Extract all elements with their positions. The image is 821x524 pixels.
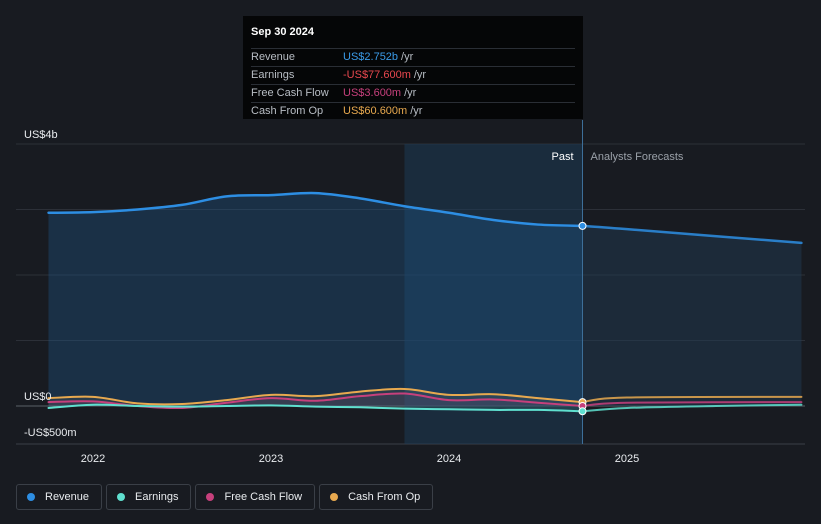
earnings-point [578, 407, 587, 416]
cash-from-op-dot-icon [330, 493, 339, 501]
legend-label: Revenue [45, 491, 90, 503]
tooltip-label: Revenue [251, 51, 296, 63]
free-cash-flow-forecast-line [581, 401, 803, 407]
free-cash-flow-area [48, 393, 583, 409]
earnings-forecast-line [581, 403, 803, 413]
tooltip-row-cash-from-op: Cash From Op US$60.600m /yr [251, 102, 575, 120]
tooltip-row-earnings: Earnings -US$77.600m /yr [251, 66, 575, 84]
forecast-label: Analysts Forecasts [591, 151, 684, 163]
legend-item-revenue[interactable]: Revenue [16, 484, 103, 510]
tooltip-unit: /yr [413, 69, 427, 81]
legend-item-free-cash-flow[interactable]: Free Cash Flow [195, 484, 316, 510]
earnings-line [47, 403, 584, 413]
free-cash-flow-dot-icon [206, 493, 215, 501]
legend-label: Cash From Op [348, 491, 421, 503]
tooltip-row-revenue: Revenue US$2.752b /yr [251, 48, 575, 66]
revenue-dot-icon [27, 493, 35, 501]
legend-label: Earnings [135, 491, 179, 503]
x-tick-label: 2022 [81, 453, 105, 465]
revenue-forecast-area [582, 225, 802, 406]
revenue-area [48, 193, 583, 406]
past-label: Past [551, 151, 573, 163]
line-layer [47, 191, 803, 413]
legend-item-cash-from-op[interactable]: Cash From Op [319, 484, 434, 510]
tooltip-unit: /yr [401, 51, 414, 63]
cash-from-op-area [48, 388, 583, 406]
tooltip-value: -US$77.600m [343, 69, 411, 81]
tooltip-date: Sep 30 2024 [251, 26, 314, 38]
x-tick-label: 2024 [437, 453, 461, 465]
revenue-point [578, 221, 587, 230]
y-tick-label: US$0 [24, 391, 52, 403]
tooltip-unit: /yr [404, 87, 417, 99]
tooltip-unit: /yr [410, 105, 423, 117]
legend: Revenue Earnings Free Cash Flow Cash Fro… [16, 484, 434, 510]
tooltip-label: Earnings [251, 69, 295, 81]
tooltip: Sep 30 2024 Revenue US$2.752b /yr Earnin… [243, 16, 583, 119]
x-tick-label: 2023 [259, 453, 283, 465]
tick-labels: US$4b US$0 -US$500m 2022 2023 2024 2025 [24, 129, 639, 465]
revenue-line [47, 191, 584, 228]
revenue-forecast-line [581, 224, 803, 245]
y-tick-label: -US$500m [24, 427, 77, 439]
cash-from-op-line [47, 387, 584, 406]
tooltip-value: US$2.752b [343, 51, 399, 63]
legend-label: Free Cash Flow [224, 491, 303, 503]
tooltip-label: Free Cash Flow [251, 87, 329, 99]
tooltip-label: Cash From Op [251, 105, 324, 117]
cash-from-op-forecast-line [581, 395, 803, 404]
point-layer [578, 221, 587, 416]
tooltip-value: US$60.600m [343, 105, 408, 117]
y-tick-label: US$4b [24, 129, 58, 141]
tooltip-row-free-cash-flow: Free Cash Flow US$3.600m /yr [251, 84, 575, 102]
earnings-dot-icon [117, 493, 126, 501]
x-tick-label: 2025 [615, 453, 639, 465]
tooltip-value: US$3.600m [343, 87, 402, 99]
legend-item-earnings[interactable]: Earnings [106, 484, 192, 510]
area-layer [48, 193, 802, 412]
